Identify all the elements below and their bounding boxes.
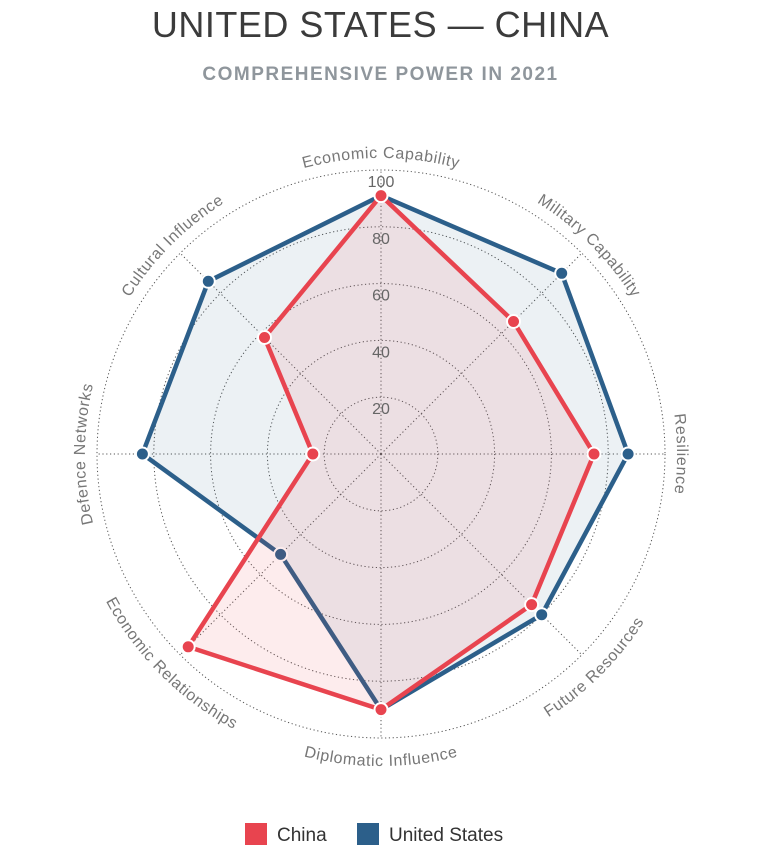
point-china-economic-relationships [180,639,196,655]
axis-label-economic-capability: Economic Capability [300,145,461,172]
point-united-states-economic-relationships [273,546,289,562]
grid-spoke-economic-relationships [179,453,382,656]
tick-label-60: 60 [372,288,390,305]
point-united-states-resilience [620,446,636,462]
legend: China United States [245,823,503,846]
grid-ring-100 [96,169,666,739]
point-china-resilience [586,446,602,462]
legend-swatch-china [245,823,267,845]
point-united-states-military-capability [554,265,570,281]
chart-title: UNITED STATES — CHINA [151,4,610,45]
axis-label-future-resources: Future Resources [541,614,648,721]
radar-tick-labels: 20 40 60 80 100 [368,174,395,418]
legend-swatch-united-states [357,823,379,845]
tick-label-40: 40 [372,344,390,361]
radar-grid [96,169,666,739]
point-china-future-resources [524,597,540,613]
tick-label-80: 80 [372,231,390,248]
axis-label-defence-networks: Defence Networks [72,382,97,527]
chart-subtitle: COMPREHENSIVE POWER IN 2021 [202,64,559,85]
grid-ring-80 [153,226,609,682]
point-china-cultural-influence [257,330,272,345]
tick-label-20: 20 [372,401,390,418]
radar-series [134,188,636,718]
grid-spoke-military-capability [380,252,583,455]
point-china-defence-networks [305,446,321,462]
grid-spoke-future-resources [380,453,583,656]
grid-spoke-cultural-influence [179,252,382,455]
point-china-military-capability [506,314,521,329]
legend-item-china: China [245,823,327,846]
tick-label-100: 100 [368,174,395,191]
series-china [180,188,602,718]
point-united-states-cultural-influence [200,273,216,289]
grid-ring-20 [323,396,439,512]
legend-label-united-states: United States [389,825,503,846]
point-united-states-future-resources [534,607,550,623]
axis-label-resilience: Resilience [670,413,690,496]
point-china-diplomatic-influence [373,702,389,718]
point-united-states-defence-networks [134,446,150,462]
legend-item-united-states: United States [357,823,503,846]
grid-ring-40 [266,339,496,569]
point-china-economic-capability [373,188,389,204]
grid-ring-60 [210,283,552,625]
legend-label-china: China [277,825,327,846]
axis-label-diplomatic-influence: Diplomatic Influence [303,744,459,770]
